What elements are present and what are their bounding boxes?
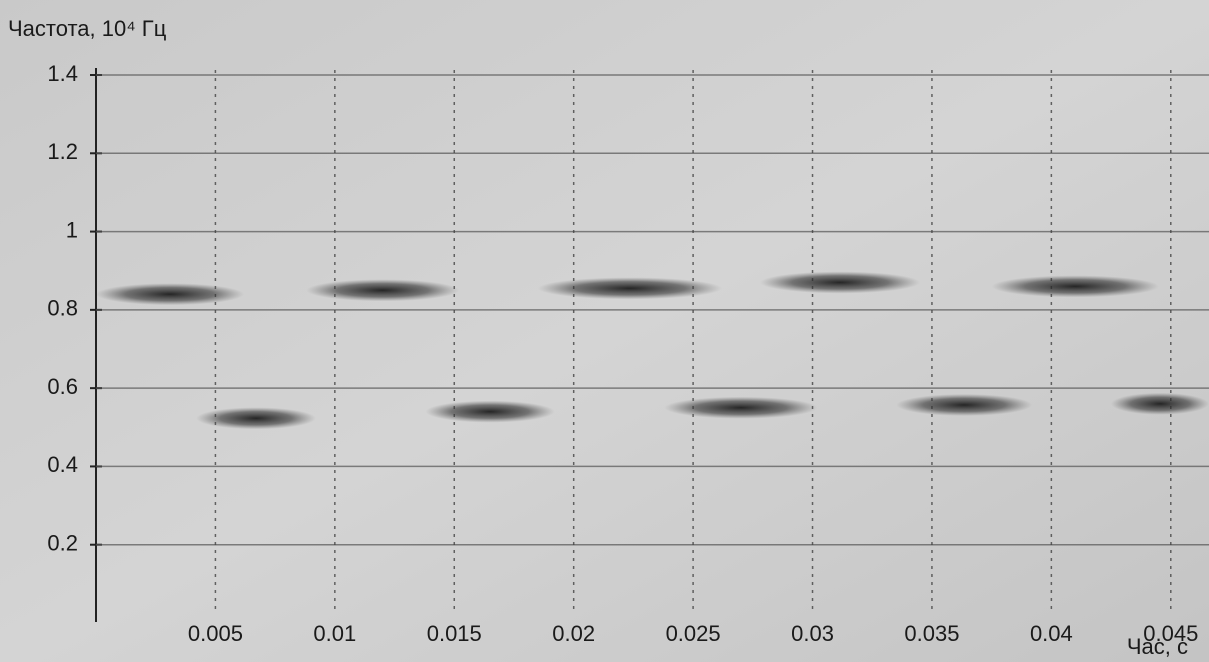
x-axis-label: Час, с xyxy=(1127,634,1188,659)
y-tick-label: 0.2 xyxy=(47,531,78,556)
spectral-burst xyxy=(759,271,921,294)
spectral-burst xyxy=(537,277,722,300)
spectral-burst xyxy=(306,279,460,302)
spectral-burst xyxy=(664,396,818,419)
spectral-burst xyxy=(425,400,555,423)
y-tick-label: 1.2 xyxy=(47,139,78,164)
x-tick-label: 0.005 xyxy=(188,621,243,646)
spectral-burst xyxy=(196,407,316,430)
y-axis-label: Частота, 10⁴ Гц xyxy=(8,16,167,41)
x-tick-label: 0.045 xyxy=(1143,621,1198,646)
y-tick-label: 0.4 xyxy=(47,452,78,477)
x-tick-label: 0.035 xyxy=(904,621,959,646)
spectral-burst xyxy=(991,275,1159,298)
x-tick-label: 0.025 xyxy=(666,621,721,646)
x-tick-label: 0.02 xyxy=(552,621,595,646)
spectral-burst xyxy=(896,393,1033,416)
x-tick-label: 0.04 xyxy=(1030,621,1073,646)
spectral-burst xyxy=(96,283,245,306)
y-tick-label: 1 xyxy=(66,217,78,242)
y-tick-label: 0.8 xyxy=(47,296,78,321)
y-tick-label: 1.4 xyxy=(47,61,78,86)
x-tick-label: 0.01 xyxy=(313,621,356,646)
spectral-burst xyxy=(1111,392,1209,415)
x-tick-label: 0.03 xyxy=(791,621,834,646)
y-tick-label: 0.6 xyxy=(47,374,78,399)
x-tick-label: 0.015 xyxy=(427,621,482,646)
